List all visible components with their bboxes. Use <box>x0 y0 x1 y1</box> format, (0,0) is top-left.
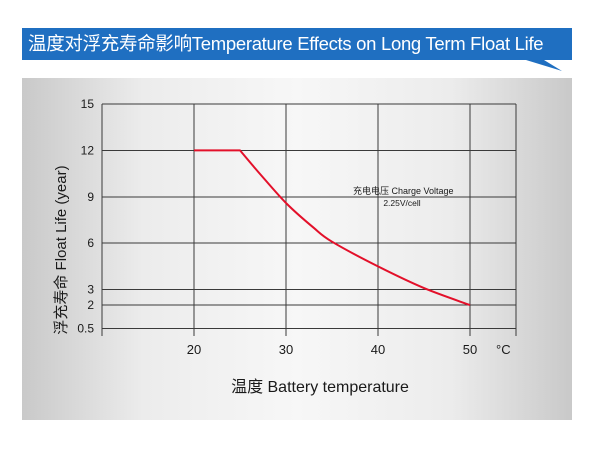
banner-shape <box>22 28 572 71</box>
series-layer <box>194 149 471 307</box>
chart-panel: 0.5 2 3 6 9 12 15 20 30 40 50 °C 充电电压 Charge Volta… <box>22 78 572 420</box>
series-line-float-life <box>194 149 471 307</box>
x-tick-label: 20 <box>187 342 201 357</box>
x-tick-label: 50 <box>463 342 477 357</box>
y-tick-label: 12 <box>81 143 95 157</box>
chart-title-banner: 温度对浮充寿命影响Temperature Effects on Long Ter… <box>22 28 572 71</box>
tick-labels: 0.5 23 6 9 12 15 20 30 40 50 <box>77 97 477 357</box>
x-tick-label: 30 <box>279 342 293 357</box>
grid <box>101 103 517 336</box>
y-tick-label: 9 <box>87 190 94 204</box>
y-tick-label: 2 <box>87 298 94 312</box>
annotation-line-1: 充电电压 Charge Voltage <box>353 185 454 196</box>
x-axis-label: 温度 Battery temperature <box>231 378 409 396</box>
y-tick-label: 15 <box>81 97 95 111</box>
x-unit-label: °C <box>496 342 511 357</box>
y-tick-label: 3 <box>87 283 94 297</box>
annotation-line-2: 2.25V/cell <box>383 198 420 208</box>
chart-title: 温度对浮充寿命影响Temperature Effects on Long Ter… <box>28 33 544 54</box>
x-tick-label: 40 <box>371 342 385 357</box>
y-axis-label: 浮充寿命 Float Life (year) <box>52 165 70 334</box>
y-tick-label: 6 <box>87 236 94 250</box>
y-tick-label: 0.5 <box>77 321 94 335</box>
chart-svg: 0.5 23 6 9 12 15 20 30 40 50 °C 充电电压 Charge Volta… <box>52 97 517 396</box>
